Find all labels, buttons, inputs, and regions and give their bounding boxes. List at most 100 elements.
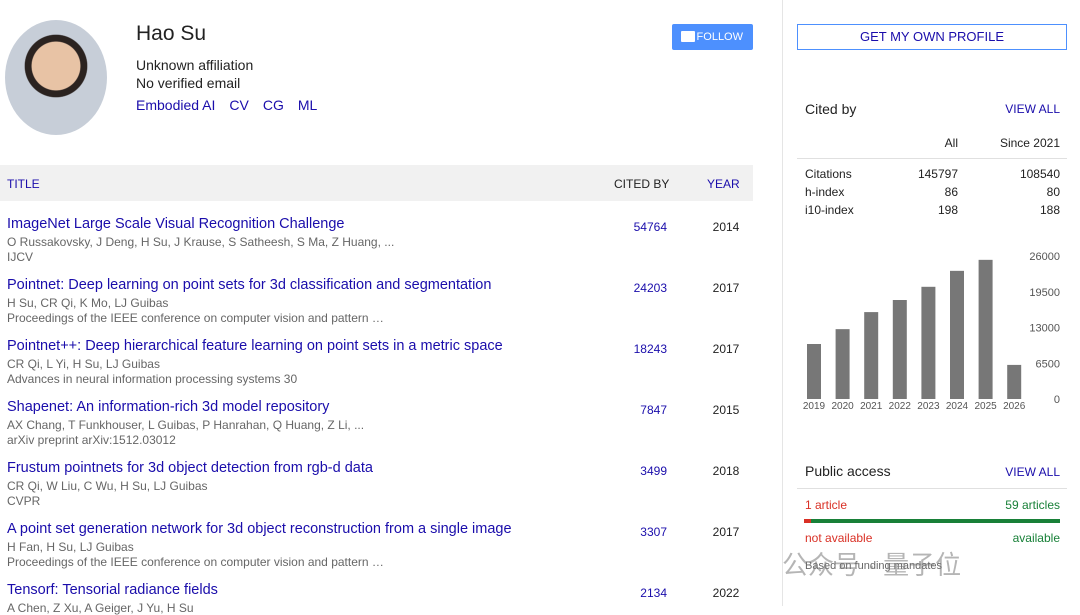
- paper-authors: H Su, CR Qi, K Mo, LJ Guibas: [7, 296, 169, 310]
- not-available-bar: [804, 519, 811, 523]
- paper-year: 2017: [712, 525, 740, 539]
- x-tick-label: 2023: [917, 401, 940, 412]
- not-available-count: 1 article: [805, 498, 848, 512]
- bar: [807, 344, 821, 399]
- affiliation: Unknown affiliation: [136, 57, 254, 73]
- col-since: Since 2021: [999, 136, 1060, 150]
- paper-cited-by[interactable]: 7847: [640, 403, 667, 417]
- avatar: [5, 20, 107, 135]
- x-tick-label: 2026: [1003, 401, 1026, 412]
- header-year[interactable]: YEAR: [707, 177, 740, 191]
- available-bar: [811, 519, 1060, 523]
- y-tick-label: 0: [1054, 394, 1060, 406]
- paper-authors: O Russakovsky, J Deng, H Su, J Krause, S…: [7, 235, 395, 249]
- paper-title[interactable]: A point set generation network for 3d ob…: [7, 521, 512, 537]
- y-tick-label: 6500: [1036, 358, 1060, 370]
- paper-cited-by[interactable]: 3307: [640, 525, 667, 539]
- paper-year: 2018: [712, 464, 740, 478]
- stat-label: Citations: [805, 167, 852, 181]
- available: available: [1012, 531, 1060, 545]
- stat-since: 108540: [1019, 167, 1060, 181]
- get-profile-label: GET MY OWN PROFILE: [860, 29, 1004, 44]
- rule: [797, 158, 1067, 159]
- interest[interactable]: ML: [297, 97, 318, 113]
- interests: Embodied AI CV CG ML: [136, 97, 331, 113]
- paper-title[interactable]: Shapenet: An information-rich 3d model r…: [7, 399, 330, 415]
- y-tick-label: 19500: [1029, 287, 1060, 299]
- interest[interactable]: CV: [229, 97, 249, 113]
- stat-all: 145797: [917, 167, 958, 181]
- col-all: All: [944, 136, 958, 150]
- paper-title[interactable]: Tensorf: Tensorial radiance fields: [7, 582, 218, 598]
- citation-chart: 0 6500 13000 19500 26000 2019 2020 2021 2022 2023…: [803, 251, 1060, 412]
- rule: [797, 488, 1067, 489]
- paper-year: 2022: [712, 586, 740, 600]
- stat-label: i10-index: [805, 203, 854, 217]
- paper-venue: Proceedings of the IEEE conference on co…: [7, 555, 384, 569]
- x-tick-label: 2019: [803, 401, 826, 412]
- paper-authors: H Fan, H Su, LJ Guibas: [7, 540, 134, 554]
- bar: [950, 270, 964, 399]
- bar: [978, 259, 993, 399]
- paper-year: 2015: [712, 403, 740, 417]
- paper-authors: CR Qi, L Yi, H Su, LJ Guibas: [7, 357, 160, 371]
- header-cited-by: CITED BY: [614, 177, 670, 191]
- paper-cited-by[interactable]: 18243: [633, 342, 667, 356]
- bar: [921, 286, 936, 399]
- x-tick-label: 2021: [860, 401, 883, 412]
- available-count: 59 articles: [1005, 498, 1060, 512]
- not-available: not available: [805, 531, 873, 545]
- paper-title[interactable]: Pointnet++: Deep hierarchical feature le…: [7, 338, 503, 354]
- paper-cited-by[interactable]: 2134: [640, 586, 667, 600]
- public-access-view-all[interactable]: VIEW ALL: [1005, 465, 1060, 479]
- paper-cited-by[interactable]: 3499: [640, 464, 667, 478]
- paper-year: 2017: [712, 342, 740, 356]
- stat-since: 80: [1046, 185, 1060, 199]
- paper-venue: arXiv preprint arXiv:1512.03012: [7, 433, 176, 447]
- bar: [835, 329, 850, 399]
- profile-name: Hao Su: [136, 22, 207, 45]
- bar: [864, 312, 879, 399]
- paper-venue: Advances in neural information processin…: [7, 372, 298, 386]
- public-access-title: Public access: [805, 463, 891, 479]
- bar: [1007, 364, 1022, 399]
- paper-cited-by[interactable]: 24203: [633, 281, 667, 295]
- paper-year: 2017: [712, 281, 740, 295]
- paper-cited-by[interactable]: 54764: [633, 220, 667, 234]
- cited-by-view-all[interactable]: VIEW ALL: [1005, 102, 1060, 116]
- stat-all: 86: [944, 185, 958, 199]
- stat-label: h-index: [805, 185, 845, 199]
- stat-all: 198: [937, 203, 958, 217]
- paper-venue: Proceedings of the IEEE conference on co…: [7, 311, 384, 325]
- paper-venue: CVPR: [7, 494, 41, 508]
- stat-since: 188: [1039, 203, 1060, 217]
- follow-label: FOLLOW: [696, 31, 743, 43]
- paper-authors: A Chen, Z Xu, A Geiger, J Yu, H Su: [7, 601, 194, 615]
- y-tick-label: 13000: [1029, 323, 1060, 335]
- divider: [782, 0, 783, 606]
- header-title[interactable]: TITLE: [7, 177, 40, 191]
- table-header: [0, 165, 753, 201]
- x-tick-label: 2024: [946, 401, 969, 412]
- x-tick-label: 2025: [974, 401, 997, 412]
- y-tick-label: 26000: [1029, 251, 1060, 263]
- x-tick-label: 2022: [889, 401, 912, 412]
- watermark: 公众号 · 量子位: [782, 550, 962, 580]
- follow-button[interactable]: FOLLOW: [672, 24, 753, 50]
- paper-title[interactable]: Pointnet: Deep learning on point sets fo…: [7, 277, 492, 293]
- cited-by-title: Cited by: [805, 101, 857, 117]
- mandates-note: Based on funding mandates: [805, 560, 942, 572]
- paper-venue: IJCV: [7, 250, 34, 264]
- interest[interactable]: CG: [262, 97, 284, 113]
- get-profile-button[interactable]: GET MY OWN PROFILE: [797, 24, 1067, 50]
- interest[interactable]: Embodied AI: [136, 97, 216, 113]
- paper-title[interactable]: Frustum pointnets for 3d object detectio…: [7, 460, 373, 476]
- x-tick-label: 2020: [831, 401, 854, 412]
- paper-title[interactable]: ImageNet Large Scale Visual Recognition …: [7, 216, 345, 232]
- email: No verified email: [136, 75, 241, 91]
- paper-authors: AX Chang, T Funkhouser, L Guibas, P Hanr…: [7, 418, 365, 432]
- paper-authors: CR Qi, W Liu, C Wu, H Su, LJ Guibas: [7, 479, 208, 493]
- bar: [892, 300, 907, 399]
- paper-year: 2014: [712, 220, 740, 234]
